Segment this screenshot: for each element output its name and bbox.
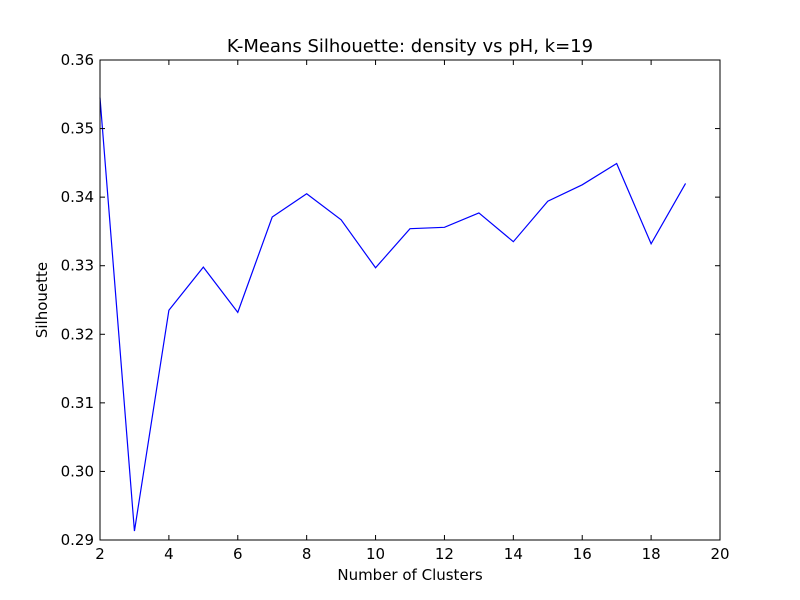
x-tick-label: 4	[164, 545, 174, 563]
y-axis-label: Silhouette	[33, 262, 51, 338]
y-tick-label: 0.33	[61, 257, 94, 275]
y-tick-label: 0.36	[61, 51, 94, 69]
x-tick-label: 6	[233, 545, 243, 563]
x-tick-label: 8	[302, 545, 312, 563]
series-line-0	[99, 97, 687, 532]
plot-frame	[99, 59, 721, 541]
x-tick-label: 18	[642, 545, 661, 563]
x-tick-label: 2	[95, 545, 105, 563]
x-tick-label: 10	[366, 545, 385, 563]
y-tick-label: 0.32	[61, 325, 94, 343]
x-tick-label: 12	[435, 545, 454, 563]
x-axis: 2 4 6 8 10 12 14 16 18 20	[95, 60, 730, 563]
series-line-group	[99, 97, 687, 532]
y-tick-label: 0.30	[61, 462, 94, 480]
chart-title: K-Means Silhouette: density vs pH, k=19	[227, 36, 593, 57]
y-tick-label: 0.34	[61, 188, 94, 206]
x-axis-label: Number of Clusters	[337, 566, 482, 584]
y-tick-label: 0.29	[61, 531, 94, 549]
x-tick-label: 14	[504, 545, 523, 563]
y-tick-label: 0.31	[61, 394, 94, 412]
y-tick-label: 0.35	[61, 120, 94, 138]
y-axis: 0.29 0.30 0.31 0.32 0.33 0.34 0.35 0.36	[61, 51, 720, 549]
x-tick-label: 20	[710, 545, 729, 563]
x-tick-label: 16	[573, 545, 592, 563]
